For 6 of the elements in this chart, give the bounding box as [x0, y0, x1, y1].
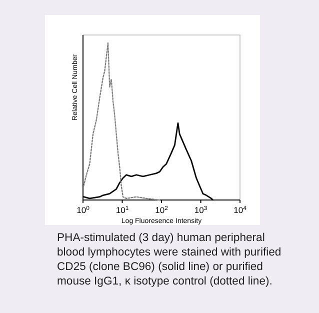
x-tick-label: 10$^{1}$ — [116, 205, 130, 215]
x-tick-label: 10$^{3}$ — [194, 205, 208, 215]
text: PHA-stimulated (3 day) human peripheral blood lymphocytes were stained with purified CD25 (clone BC96) (solid line) or purified mouse IgG1, κ isotype control (dotted line). — [57, 232, 282, 288]
x-tick-label: 10$^{4}$ — [234, 205, 248, 215]
x-tick-label: 10$^{0}$ — [76, 205, 90, 215]
x-tick-label: 10$^{2}$ — [155, 205, 168, 215]
